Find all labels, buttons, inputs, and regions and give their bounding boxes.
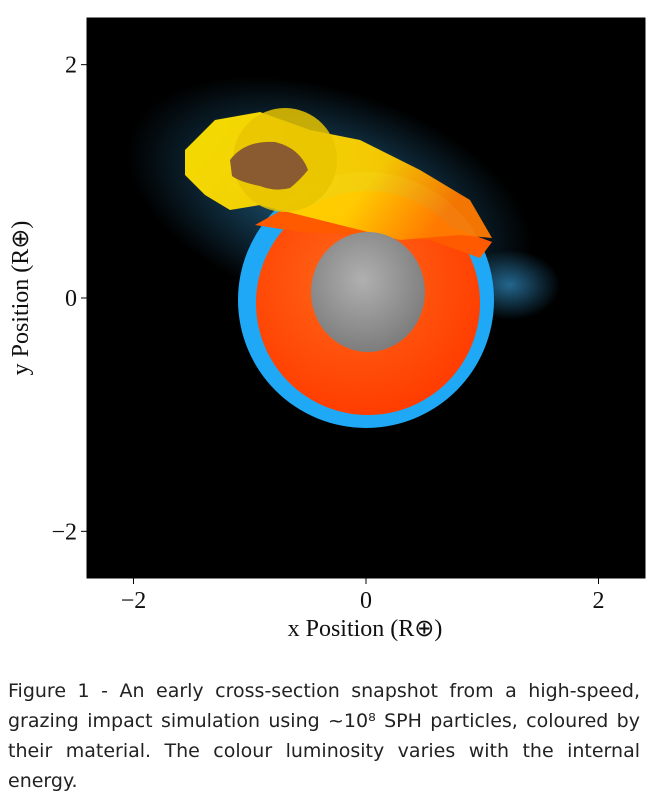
figure-caption: Figure 1 - An early cross-section snapsh… [8,680,640,792]
y-tick-label: 0 [65,286,77,312]
y-axis-label: y Position (R⊕) [8,221,34,376]
x-tick-label: 2 [593,588,605,614]
y-tick-label: 2 [65,53,77,79]
figure: x Position (R⊕) y Position (R⊕) −2 0 2 −2 0 2 [8,17,646,642]
x-tick-label: 0 [360,588,372,614]
x-tick-label: −2 [121,588,147,614]
simulation-image [127,76,560,428]
x-axis-label: x Position (R⊕) [288,616,443,642]
y-tick-label: −2 [51,519,77,545]
